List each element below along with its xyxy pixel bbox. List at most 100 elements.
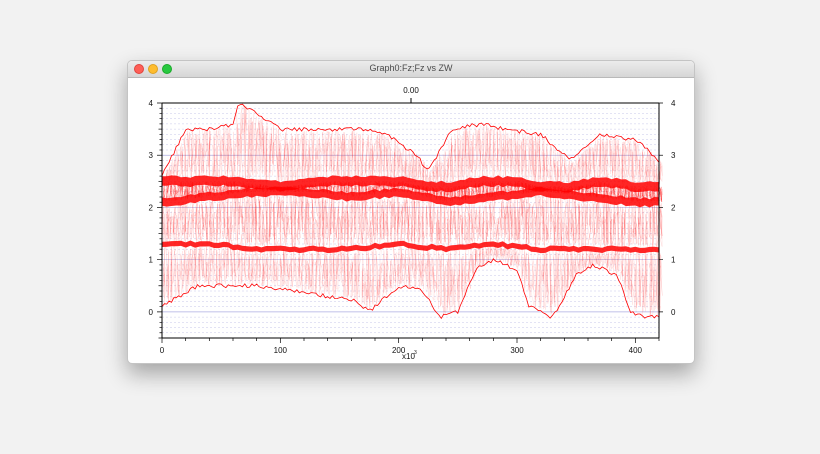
data-trace [172, 156, 177, 181]
minimize-window-button[interactable] [148, 64, 158, 74]
data-trace [644, 148, 649, 186]
data-trace [204, 202, 209, 244]
data-trace [594, 139, 599, 182]
data-trace [513, 130, 518, 180]
plot-area[interactable]: 0 1 2 3 4 0 1 2 3 4 0 100 200 300 400 0.00 x10 3 [128, 61, 694, 363]
data-trace [435, 205, 440, 248]
data-trace [598, 202, 603, 247]
zoom-window-button[interactable] [162, 64, 172, 74]
data-trace [357, 134, 362, 181]
data-trace [374, 248, 379, 306]
data-trace [463, 127, 468, 185]
data-trace [264, 250, 269, 286]
data-trace [239, 105, 244, 179]
data-trace [272, 249, 276, 288]
data-trace [200, 244, 205, 279]
data-trace [367, 196, 372, 247]
data-trace [637, 144, 642, 187]
data-trace [303, 192, 308, 248]
data-trace [204, 129, 209, 179]
data-trace [179, 143, 184, 180]
data-trace [229, 198, 234, 246]
data-trace [456, 250, 461, 312]
data-trace [658, 203, 663, 247]
data-trace [374, 133, 379, 177]
data-trace [314, 249, 319, 295]
data-trace [605, 135, 610, 182]
data-trace [658, 186, 663, 203]
data-trace [197, 130, 202, 179]
data-trace [549, 192, 553, 240]
data-trace [583, 184, 589, 197]
data-trace [548, 144, 553, 183]
data-trace [296, 250, 301, 289]
data-trace [225, 125, 230, 181]
data-trace [250, 250, 255, 287]
data-trace [417, 246, 422, 288]
x-scale-label: x10 [402, 352, 415, 361]
data-trace [193, 247, 198, 287]
data-trace [385, 135, 390, 181]
data-trace [364, 198, 368, 248]
data-trace [186, 130, 191, 181]
data-trace [563, 156, 567, 184]
data-trace [506, 132, 511, 174]
data-trace [420, 199, 425, 247]
data-trace [463, 247, 468, 297]
data-trace [506, 196, 510, 245]
data-trace [169, 245, 173, 301]
data-trace [349, 256, 354, 299]
data-trace [435, 158, 439, 186]
data-trace [346, 135, 350, 182]
data-trace [243, 196, 248, 248]
data-trace [392, 138, 397, 182]
data-trace [353, 252, 358, 301]
data-trace [254, 116, 259, 181]
data-trace [165, 247, 170, 302]
data-trace [360, 196, 365, 245]
data-trace [310, 194, 315, 249]
data-trace [275, 192, 280, 250]
data-trace [200, 129, 205, 176]
data-trace [602, 135, 606, 179]
data-trace [254, 194, 258, 247]
data-trace [349, 130, 354, 181]
data-trace [246, 109, 251, 183]
data-trace [215, 129, 219, 181]
data-trace [634, 203, 638, 245]
data-trace [360, 129, 365, 182]
data-trace [318, 136, 322, 181]
data-trace [527, 133, 532, 180]
data-trace [336, 129, 340, 178]
data-trace [523, 249, 528, 292]
data-trace [225, 246, 230, 279]
data-trace [328, 250, 333, 296]
data-trace [381, 133, 386, 182]
data-trace [612, 136, 617, 182]
data-trace [367, 181, 372, 196]
data-trace [566, 195, 571, 247]
x-tick-label: 100 [274, 346, 288, 355]
data-trace [613, 200, 617, 249]
data-trace [172, 206, 177, 245]
data-trace [477, 205, 482, 245]
data-trace [502, 199, 507, 245]
data-trace [644, 208, 648, 247]
data-trace [183, 201, 188, 244]
x-tick-label: 0 [160, 346, 165, 355]
data-trace [307, 131, 312, 184]
data-trace [268, 127, 273, 182]
title-bar[interactable]: Graph0:Fz;Fz vs ZW [128, 61, 694, 78]
data-trace [403, 147, 408, 182]
data-trace [271, 124, 276, 176]
data-trace [587, 204, 592, 245]
data-trace [257, 195, 262, 246]
data-trace [175, 202, 181, 244]
data-trace [552, 146, 557, 186]
data-trace [289, 192, 294, 250]
close-window-button[interactable] [134, 64, 144, 74]
data-trace [573, 159, 578, 187]
data-trace [573, 250, 578, 275]
data-trace [271, 195, 276, 249]
data-trace [410, 245, 415, 284]
